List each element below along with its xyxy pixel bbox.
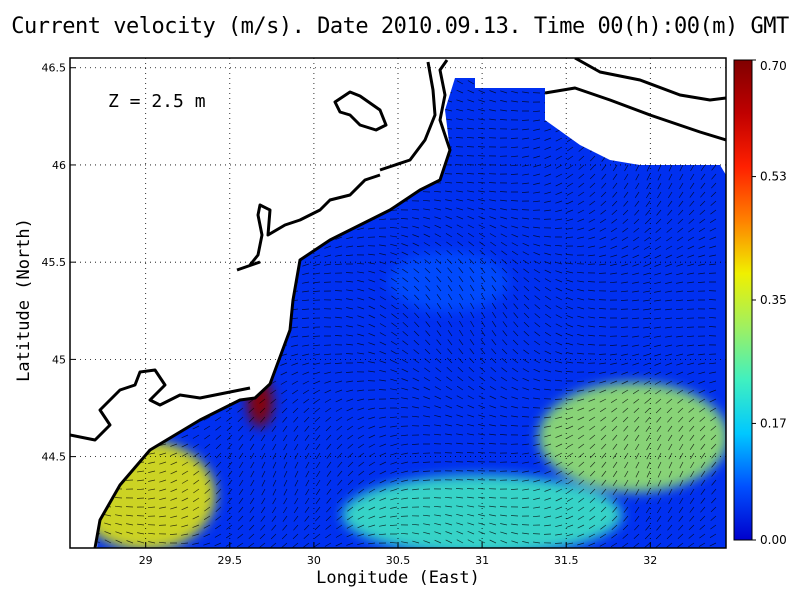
x-tick-label: 32 [643,554,657,567]
colorbar-tick-label: 0.17 [760,416,787,430]
y-tick-label: 45 [52,353,66,366]
y-tick-label: 46.5 [42,62,67,75]
x-tick-label: 31 [475,554,489,567]
x-tick-label: 30.5 [386,554,411,567]
x-tick-label: 31.5 [554,554,579,567]
sea-velocity-field [97,78,726,548]
colorbar-tick-label: 0.00 [760,533,787,547]
y-tick-label: 44.5 [42,451,67,464]
colorbar [733,59,753,541]
y-tick-label: 46 [52,159,66,172]
x-axis-label: Longitude (East) [316,568,480,588]
velocity-feature [388,251,509,312]
velocity-feature [538,382,726,493]
colorbar-tick-label: 0.53 [760,170,787,184]
colorbar-ticks: 0.00 0.17 0.35 0.53 0.70 [752,59,787,547]
colorbar-tick-label: 0.35 [760,293,787,307]
chart-title: Current velocity (m/s). Date 2010.09.13.… [11,14,789,39]
colorbar-tick-label: 0.70 [760,59,787,73]
x-tick-label: 29.5 [218,554,243,567]
y-axis: 44.5 45 45.5 46 46.5 [42,62,76,464]
depth-label: Z = 2.5 m [108,91,206,112]
coastline [70,58,726,548]
velocity-feature [342,474,623,548]
y-tick-label: 45.5 [42,256,67,269]
grid-lines [70,58,726,548]
x-tick-label: 29 [139,554,153,567]
y-axis-label: Latitude (North) [14,218,34,382]
x-axis: 29 29.5 30 30.5 31 31.5 32 [139,542,657,567]
x-tick-label: 30 [307,554,321,567]
